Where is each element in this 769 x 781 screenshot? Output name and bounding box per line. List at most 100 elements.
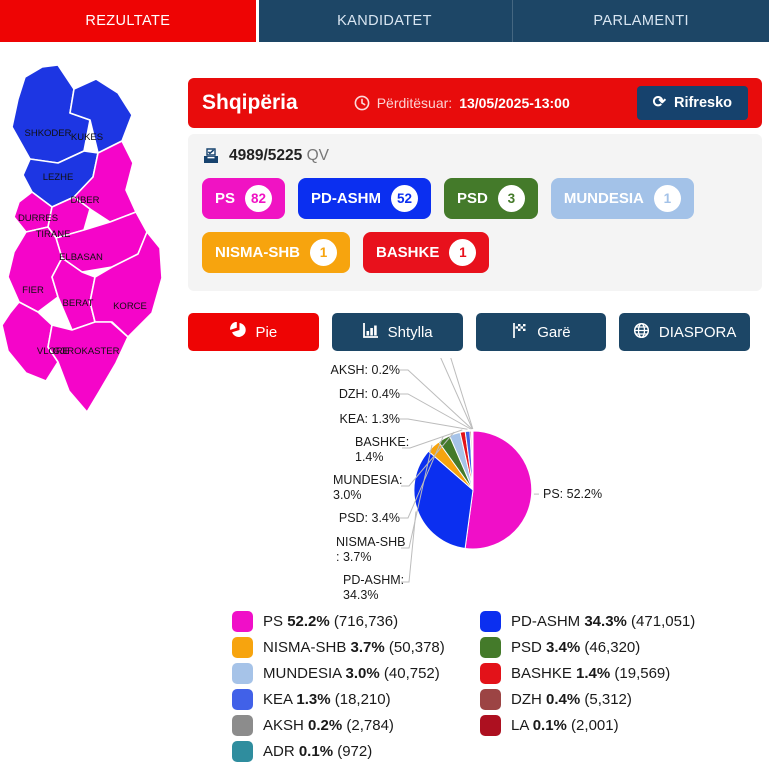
party-seat-count: 52 (391, 185, 419, 212)
nav-tab-parlamenti[interactable]: PARLAMENTI (512, 0, 769, 42)
legend-swatch-kea (232, 688, 253, 710)
leader-line-la (440, 358, 473, 430)
legend-label: ADR 0.1% (972) (263, 742, 373, 760)
legend-swatch-mundesia (232, 662, 253, 684)
leader-line-aksh (400, 369, 473, 430)
updated-info: Përditësuar: 13/05/2025-13:00 (354, 95, 570, 111)
pie-chart: PS: 52.2% PD-ASHM: 34.3% NISMA-SHB: 3.7% PSD… (188, 358, 762, 603)
legend-item-nisma-shb: NISMA-SHB 3.7% (50,378) (232, 634, 480, 660)
legend-item-ps: PS 52.2% (716,736) (232, 608, 480, 634)
legend-item-aksh: AKSH 0.2% (2,784) (232, 712, 480, 738)
map-region-gjirokaster[interactable] (47, 321, 129, 413)
results-panel: Shqipëria Përditësuar: 13/05/2025-13:00 … (188, 78, 762, 764)
region-header: Shqipëria Përditësuar: 13/05/2025-13:00 … (188, 78, 762, 128)
legend-swatch-aksh (232, 714, 253, 736)
albania-map: SHKODER KUKES LEZHE DIBER DURRES TIRANE ELBASA… (0, 63, 190, 420)
updated-label: Përditësuar: (376, 95, 453, 111)
party-badge-label: PSD (457, 190, 488, 207)
view-button-pie[interactable]: Pie (188, 313, 319, 351)
leader-line-kea (400, 418, 468, 430)
party-badge-label: MUNDESIA (563, 190, 644, 207)
map-region-fier[interactable] (7, 226, 63, 313)
refresh-label: Rifresko (673, 95, 732, 111)
pie-label-pd-ashm: PD-ASHM: (343, 573, 404, 587)
legend-item-kea: KEA 1.3% (18,210) (232, 686, 480, 712)
pie-label-nisma-shb: : 3.7% (336, 550, 371, 564)
legend-swatch-nisma-shb (232, 636, 253, 658)
globe-icon (633, 322, 650, 343)
page-title: Shqipëria (202, 91, 298, 114)
pie-label-dzh: DZH: 0.4% (339, 387, 400, 401)
party-badge-mundesia[interactable]: MUNDESIA 1 (550, 178, 694, 219)
pie-label-bashke: BASHKE: (355, 435, 409, 449)
party-badge-bashke[interactable]: BASHKE 1 (363, 232, 490, 273)
party-badge-label: PD-ASHM (311, 190, 382, 207)
party-badges-row-2: NISMA-SHB 1 BASHKE 1 (202, 232, 748, 273)
legend-swatch-ps (232, 610, 253, 632)
legend-label: AKSH 0.2% (2,784) (263, 716, 394, 734)
view-button-label: Shtylla (387, 323, 433, 341)
counted-stations: 4989/5225 QV (202, 147, 748, 165)
ballot-box-icon (204, 148, 218, 163)
flag-icon (511, 322, 528, 343)
pie-slice-ps[interactable] (464, 430, 533, 550)
legend-item-dzh: DZH 0.4% (5,312) (480, 686, 762, 712)
pie-label-pd-ashm: 34.3% (343, 588, 378, 602)
pie-label-nisma-shb: NISMA-SHB (336, 535, 405, 549)
legend-item-adr: ADR 0.1% (972) (232, 738, 480, 764)
legend-swatch-bashke (480, 662, 501, 684)
map-region-vlore[interactable] (1, 301, 59, 382)
pie-label-bashke: 1.4% (355, 450, 384, 464)
refresh-icon: ⟳ (652, 94, 666, 111)
legend-item-mundesia: MUNDESIA 3.0% (40,752) (232, 660, 480, 686)
party-badge-ps[interactable]: PS 82 (202, 178, 286, 219)
view-button-label: DIASPORA (658, 323, 737, 341)
view-button-shtylla[interactable]: Shtylla (331, 313, 463, 351)
pie-label-mundesia: MUNDESIA: (333, 473, 402, 487)
legend-swatch-la (480, 714, 501, 736)
legend-label: PS 52.2% (716,736) (263, 612, 399, 630)
party-badge-psd[interactable]: PSD 3 (444, 178, 538, 219)
legend-left-column: PS 52.2% (716,736) NISMA-SHB 3.7% (50,378… (232, 608, 480, 764)
pie-icon (229, 321, 247, 343)
top-navbar: REZULTATE KANDIDATET PARLAMENTI (0, 0, 769, 42)
party-badge-nisma-shb[interactable]: NISMA-SHB 1 (202, 232, 350, 273)
view-button-diaspora[interactable]: DIASPORA (619, 313, 750, 351)
view-button-label: Garë (537, 323, 571, 341)
party-seat-count: 1 (653, 185, 681, 212)
party-badge-pd-ashm[interactable]: PD-ASHM 52 (298, 178, 432, 219)
pie-label-ps: PS: 52.2% (543, 487, 602, 501)
pie-label-kea: KEA: 1.3% (340, 412, 400, 426)
legend-item-pd-ashm: PD-ASHM 34.3% (471,051) (480, 608, 762, 634)
legend-swatch-psd (480, 636, 501, 658)
pie-label-mundesia: 3.0% (333, 488, 362, 502)
chart-legend: PS 52.2% (716,736) NISMA-SHB 3.7% (50,378… (188, 608, 762, 764)
albania-map-svg: SHKODER KUKESLEZHEDIBERDURRESTIRANEELBASA… (1, 64, 163, 413)
party-badge-label: NISMA-SHB (215, 244, 300, 261)
pie-chart-svg: PS: 52.2% PD-ASHM:34.3% NISMA-SHB: 3.7% PSD… (331, 358, 602, 602)
party-badge-label: BASHKE (376, 244, 440, 261)
legend-swatch-adr (232, 740, 253, 762)
map-region-korce[interactable] (89, 231, 163, 338)
updated-value: 13/05/2025-13:00 (459, 95, 570, 111)
counted-value: 4989/5225 (229, 147, 303, 164)
party-badges-row-1: PS 82 PD-ASHM 52 PSD 3 MUNDESIA 1 (202, 178, 748, 219)
refresh-button[interactable]: ⟳ Rifresko (636, 86, 748, 120)
nav-tab-kandidatet[interactable]: KANDIDATET (255, 0, 513, 42)
leader-line-bashke (402, 429, 463, 449)
chart-view-buttons: Pie Shtylla Garë DIASPORA (188, 313, 750, 351)
nav-tab-rezultate[interactable]: REZULTATE (0, 0, 256, 42)
leader-line-adr (450, 358, 474, 430)
leader-line-pd-ashm (401, 511, 417, 583)
legend-label: KEA 1.3% (18,210) (263, 690, 391, 708)
legend-item-bashke: BASHKE 1.4% (19,569) (480, 660, 762, 686)
party-badge-label: PS (215, 190, 236, 207)
summary-box: 4989/5225 QV PS 82 PD-ASHM 52 PSD 3 MUNDESIA 1 … (188, 134, 762, 291)
party-seat-count: 3 (497, 185, 525, 212)
legend-label: DZH 0.4% (5,312) (511, 690, 632, 708)
pie-label-psd: PSD: 3.4% (339, 511, 400, 525)
legend-item-la: LA 0.1% (2,001) (480, 712, 762, 738)
view-button-garë[interactable]: Garë (475, 313, 607, 351)
party-seat-count: 82 (245, 185, 273, 212)
map-region-shkoder[interactable] (11, 64, 91, 164)
